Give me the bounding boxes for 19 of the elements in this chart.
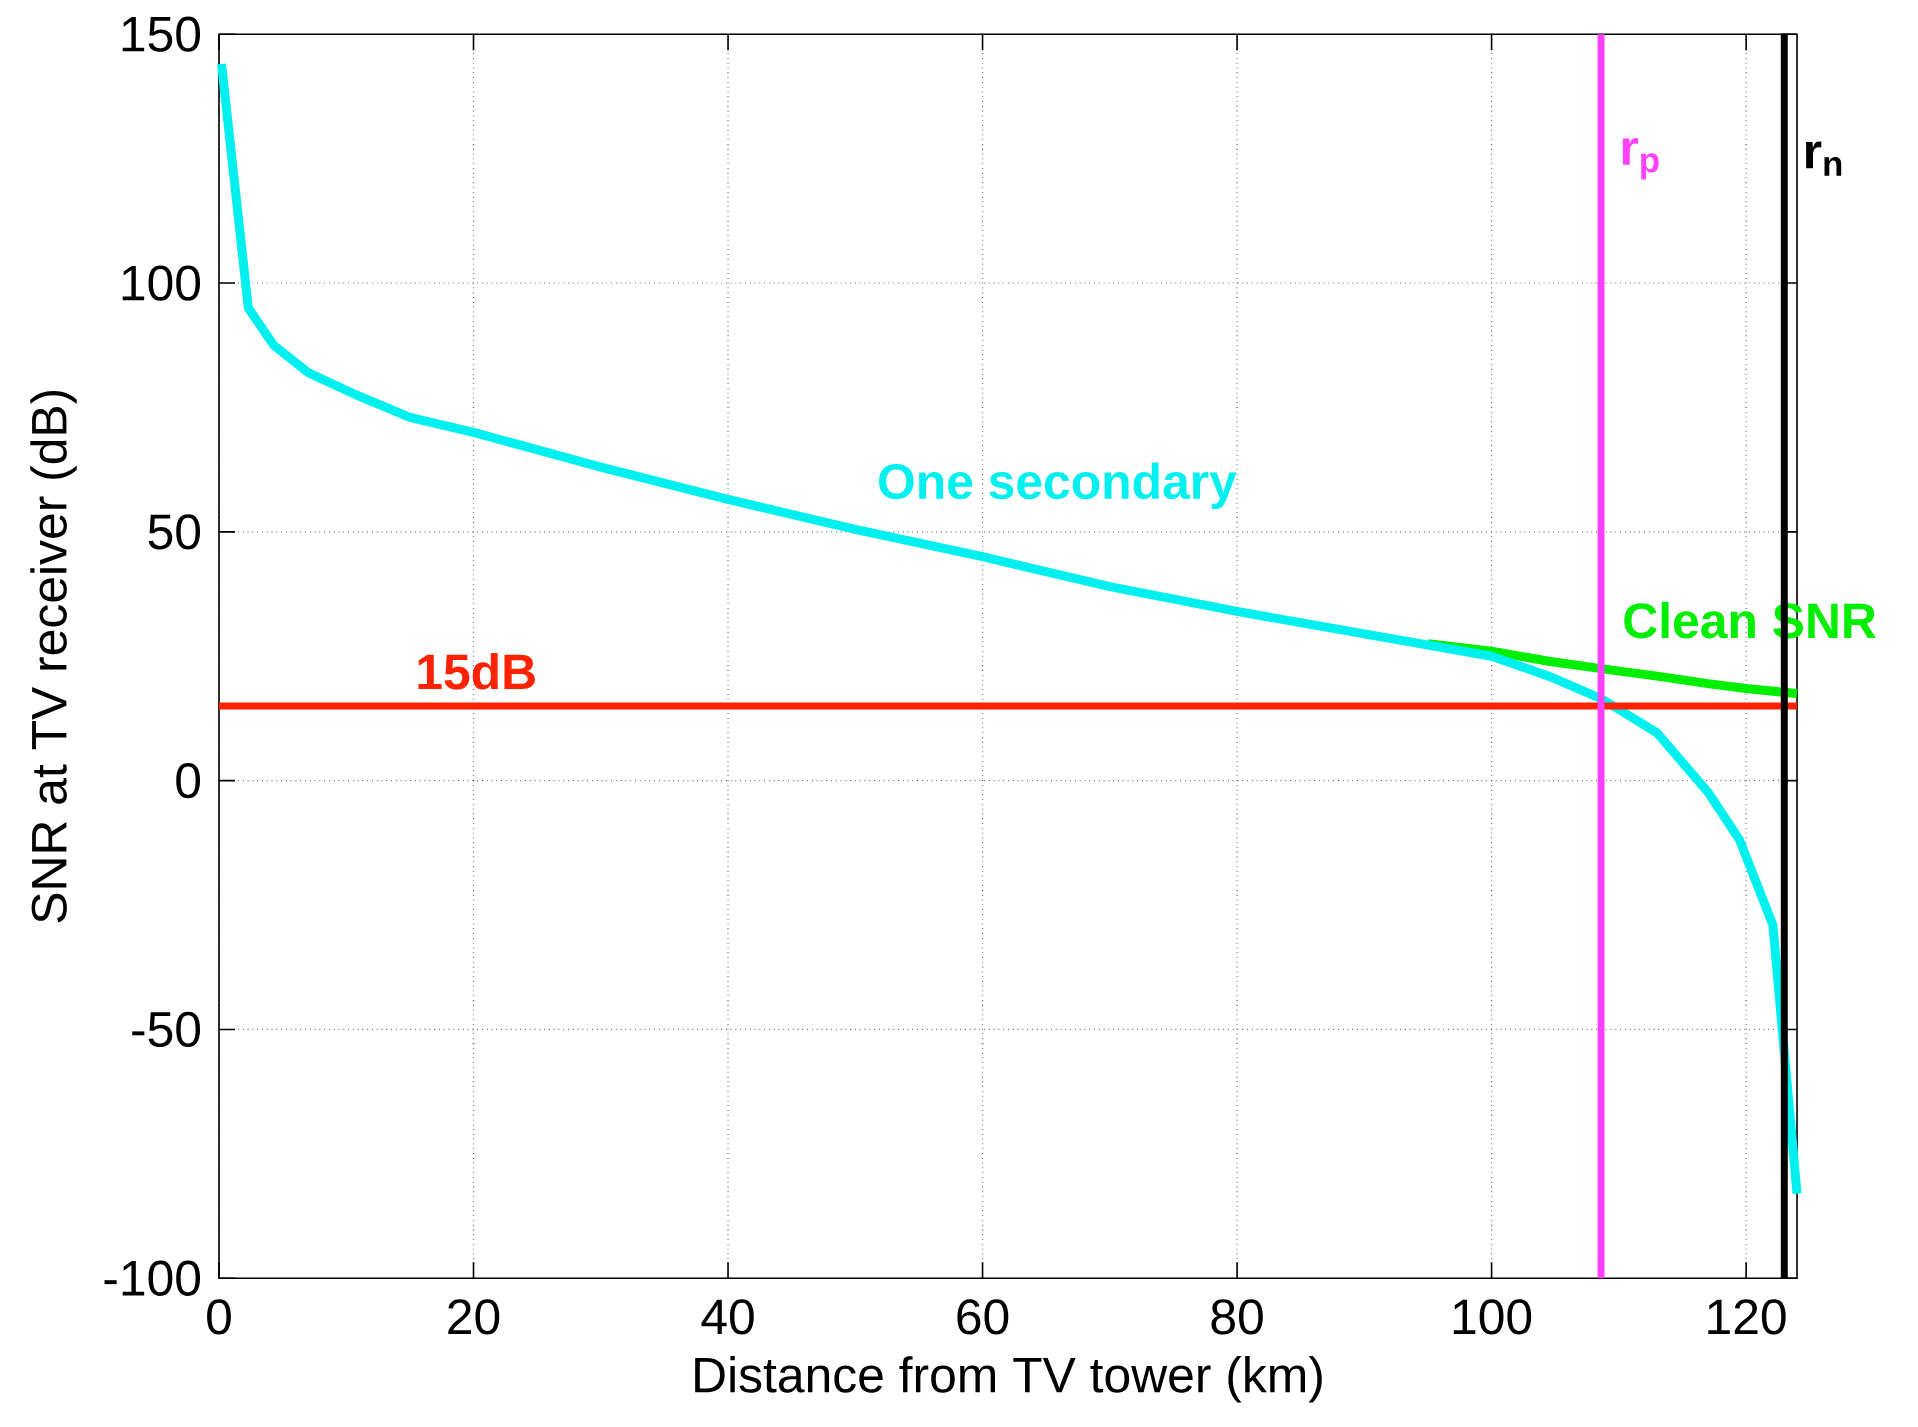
y-tick-label: 0 (176, 762, 201, 799)
x-tick-label: 40 (701, 1299, 754, 1335)
x-axis-title: Distance from TV tower (km) (695, 1356, 1322, 1403)
y-axis-title: SNR at TV receiver (dB) (30, 390, 77, 923)
y-tick-label: 100 (122, 265, 201, 301)
x-tick-label: 20 (448, 1299, 500, 1335)
x-tick-label: 120 (1708, 1299, 1786, 1335)
y-tick-label: -100 (104, 1260, 201, 1296)
ref-line-label: r$_{p}$ (1622, 137, 1659, 180)
y-tick-label: 50 (148, 514, 201, 550)
ref-line-label: r$_{n}$ (1805, 141, 1842, 176)
y-tick-label: -50 (132, 1011, 201, 1047)
x-tick-label: 0 (207, 1299, 231, 1335)
y-tick-label: 150 (122, 16, 201, 52)
ref-line-label: 15dB (418, 652, 535, 690)
x-tick-label: 100 (1453, 1299, 1532, 1335)
series-label: One secondary (879, 462, 1237, 509)
x-tick-label: 80 (1211, 1299, 1263, 1335)
x-tick-label: 60 (957, 1299, 1009, 1335)
